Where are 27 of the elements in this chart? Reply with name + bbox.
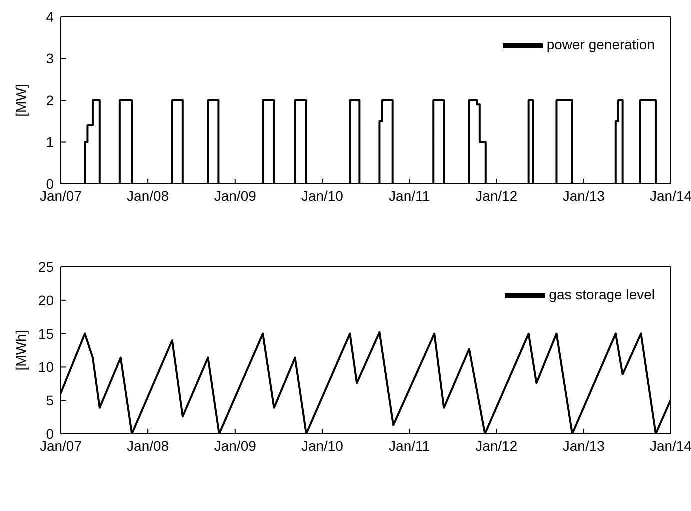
x-tick-label: Jan/09	[214, 438, 257, 454]
y-tick-label: 15	[38, 326, 54, 342]
y-axis-title: [MWh]	[12, 330, 29, 371]
y-tick-label: 5	[46, 392, 54, 409]
y-tick-label: 0	[46, 176, 54, 192]
y-tick-label: 25	[38, 258, 54, 275]
legend-label: gas storage level	[549, 286, 655, 303]
y-axis-title: [MW]	[12, 84, 29, 117]
x-tick-label: Jan/11	[389, 188, 430, 204]
y-tick-label: 3	[46, 50, 54, 67]
y-tick-label: 1	[46, 134, 54, 150]
legend-label: power generation	[546, 36, 655, 53]
x-tick-label: Jan/08	[127, 438, 170, 454]
y-tick-label: 20	[38, 292, 54, 308]
x-tick-label: Jan/12	[476, 188, 518, 204]
y-tick-label: 4	[46, 8, 54, 25]
x-tick-label: Jan/11	[389, 438, 430, 454]
x-tick-label: Jan/10	[301, 188, 344, 204]
x-tick-label: Jan/09	[214, 188, 257, 204]
x-tick-label: Jan/08	[127, 188, 170, 204]
x-tick-label: Jan/13	[562, 438, 606, 454]
y-tick-label: 2	[46, 92, 54, 108]
y-tick-label: 10	[38, 359, 54, 376]
y-tick-label: 0	[46, 426, 54, 442]
x-tick-label: Jan/13	[562, 188, 606, 204]
x-tick-label: Jan/12	[476, 438, 518, 454]
x-tick-label: Jan/10	[301, 438, 344, 454]
